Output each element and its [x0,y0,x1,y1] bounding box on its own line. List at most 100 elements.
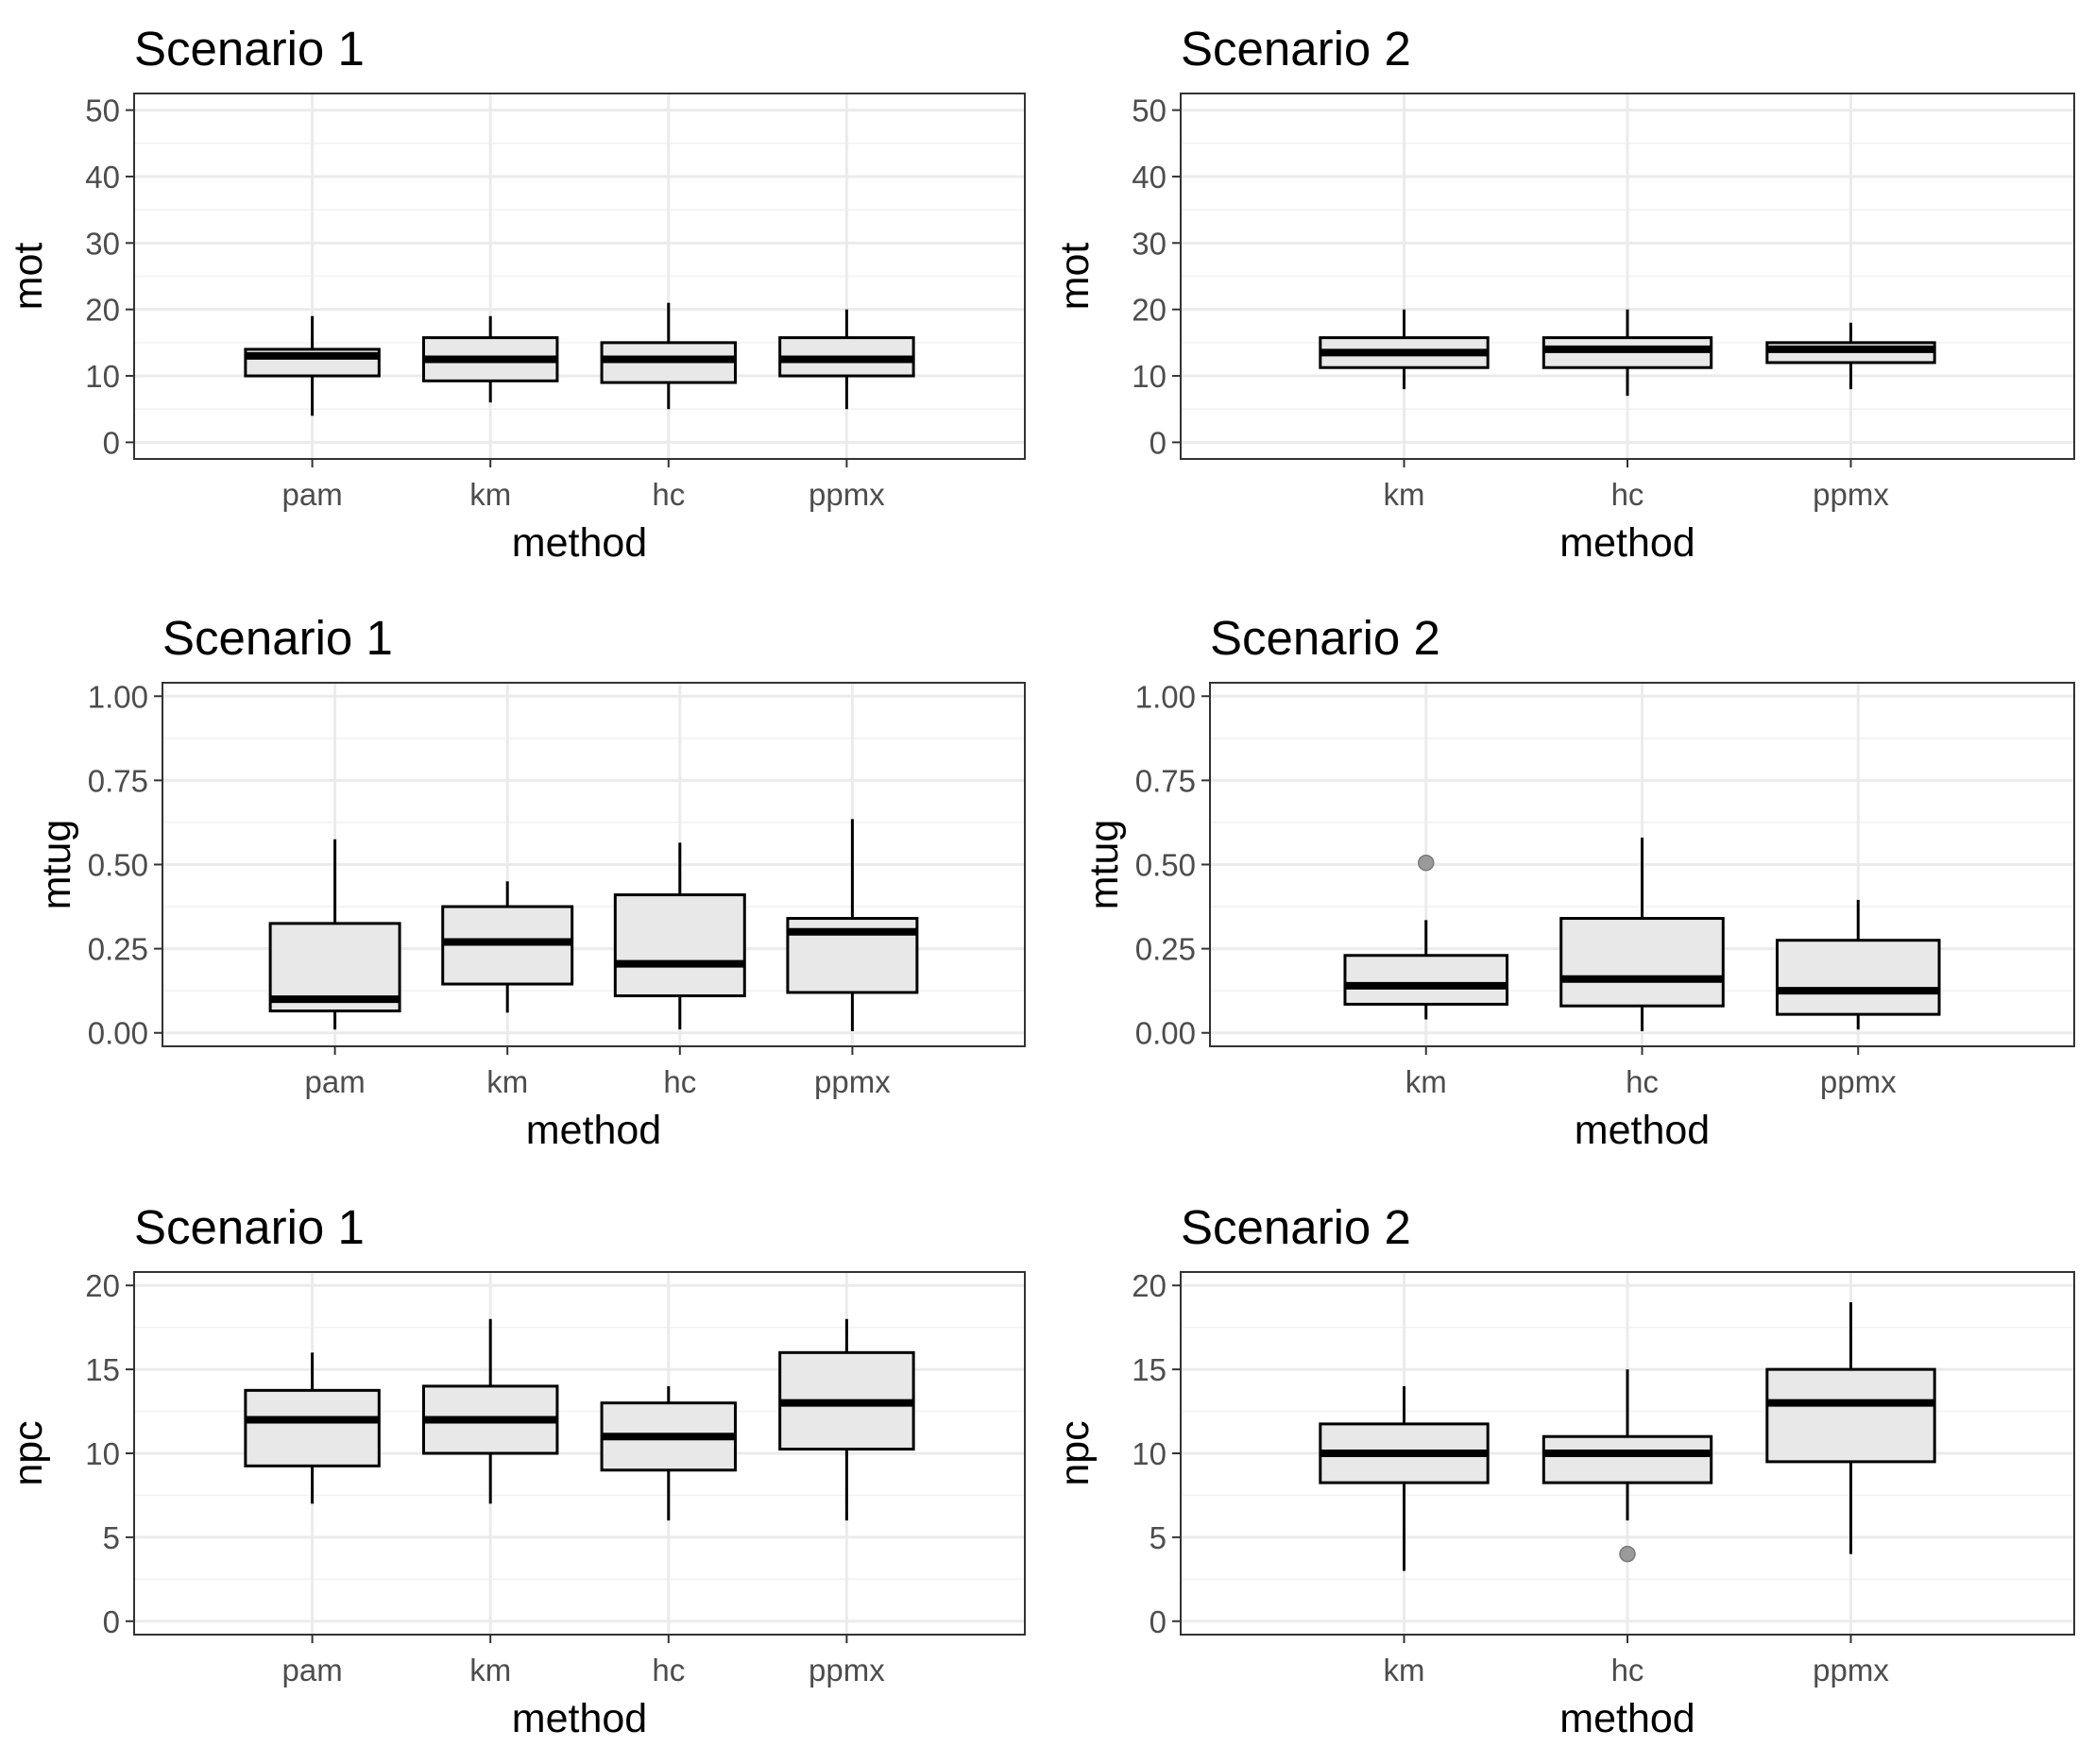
boxplot-panel-1: 0 10 20 30 40 50 pam km hc ppmx Scenario 1 method mo… [6,22,1026,566]
box-hc [1559,837,1725,1031]
panel-title: Scenario 1 [162,611,393,665]
y-tick-label: 0.50 [88,848,148,883]
x-tick-label: km [486,1064,528,1099]
y-axis-title: npc [6,1420,51,1485]
x-tick-label: km [1384,1653,1425,1688]
x-tick-label: ppmx [1820,1064,1897,1099]
box-km [421,315,559,403]
y-tick-label: 10 [1132,1436,1167,1471]
box-km [1319,309,1490,390]
x-tick-label: hc [1611,477,1644,512]
panel-border [133,93,1026,460]
outlier-point [1418,854,1435,872]
y-tick-label: 10 [1132,359,1167,394]
y-tick-label: 1.00 [1135,679,1196,714]
y-axis-title: mtug [34,820,79,910]
box-ppmx [786,819,919,1031]
box-pam [268,839,401,1030]
panel-title: Scenario 2 [1181,22,1411,76]
y-tick-label: 0 [1150,1604,1167,1639]
y-tick-label: 0 [1150,425,1167,460]
box-ppmx [1775,899,1941,1030]
x-tick-label: ppmx [1813,1653,1889,1688]
y-tick-label: 30 [1132,226,1167,261]
box-hc [1541,309,1713,397]
iqr-box [1343,954,1509,1006]
y-tick-label: 0.25 [1135,932,1196,967]
panel-title: Scenario 1 [134,22,365,76]
y-tick-label: 1.00 [88,679,148,714]
y-tick-label: 40 [1132,160,1167,195]
y-tick-label: 0 [103,1604,120,1639]
iqr-box [1559,917,1725,1008]
y-axis-title: mot [1052,243,1098,311]
y-tick-label: 0.00 [88,1016,148,1051]
y-tick-label: 5 [1150,1520,1167,1555]
x-tick-label: ppmx [814,1064,891,1099]
boxplot-panel-6: 0 5 10 15 20 km hc ppmx Scenario 2 method npc [1052,1200,2075,1741]
box-ppmx [778,309,915,410]
x-axis-title: method [1575,1108,1710,1153]
x-tick-label: pam [281,477,342,512]
box-hc [600,302,738,410]
outlier-point [1619,1545,1636,1563]
x-tick-label: ppmx [1813,477,1889,512]
iqr-box [244,1388,381,1467]
boxplot-panel-4: 0.00 0.25 0.50 0.75 1.00 km hc ppmx Scenario 2 me… [1082,611,2075,1153]
panel-title: Scenario 2 [1210,611,1440,665]
y-tick-label: 40 [85,160,120,195]
x-tick-label: km [469,477,511,512]
x-tick-label: hc [652,477,685,512]
y-tick-label: 20 [85,1268,120,1303]
y-tick-label: 20 [1132,293,1167,328]
y-tick-label: 50 [1132,93,1167,128]
y-tick-label: 30 [85,226,120,261]
boxplot-panel-5: 0 5 10 15 20 pam km hc ppmx Scenario 1 method npc [6,1200,1026,1741]
y-axis-title: mot [6,243,51,311]
x-tick-label: pam [304,1064,365,1099]
box-km [441,881,574,1013]
box-km [1343,854,1509,1020]
y-tick-label: 15 [85,1352,120,1387]
iqr-box [1765,1367,1936,1464]
y-tick-label: 0.50 [1135,848,1196,883]
y-tick-label: 50 [85,93,120,128]
x-tick-label: hc [1611,1653,1644,1688]
x-tick-label: ppmx [809,477,885,512]
y-axis-title: mtug [1082,820,1127,910]
y-tick-label: 10 [85,359,120,394]
y-tick-label: 0.25 [88,932,148,967]
boxplot-panel-2: 0 10 20 30 40 50 km hc ppmx Scenario 2 method mot [1052,22,2075,566]
y-tick-label: 0.75 [1135,763,1196,798]
y-tick-label: 20 [85,293,120,328]
box-hc [600,1385,738,1521]
box-km [1319,1385,1490,1571]
box-ppmx [778,1318,915,1521]
y-tick-label: 0.00 [1135,1016,1196,1051]
y-tick-label: 20 [1132,1268,1167,1303]
x-tick-label: pam [281,1653,342,1688]
y-tick-label: 15 [1132,1352,1167,1387]
y-tick-label: 5 [103,1520,120,1555]
x-tick-label: km [469,1653,511,1688]
iqr-box [1541,1434,1713,1484]
y-tick-label: 10 [85,1436,120,1471]
box-ppmx [1765,322,1936,390]
box-pam [244,315,381,416]
box-ppmx [1765,1302,1936,1554]
x-tick-label: ppmx [809,1653,885,1688]
x-axis-title: method [526,1108,661,1153]
x-tick-label: km [1405,1064,1447,1099]
x-tick-label: hc [663,1064,696,1099]
x-tick-label: km [1384,477,1425,512]
iqr-box [1775,939,1941,1016]
panel-title: Scenario 1 [134,1200,365,1254]
x-axis-title: method [512,520,647,566]
y-tick-label: 0 [103,425,120,460]
x-axis-title: method [1559,1696,1695,1741]
box-hc [613,842,746,1030]
x-tick-label: hc [652,1653,685,1688]
y-tick-label: 0.75 [88,763,148,798]
box-km [421,1318,559,1504]
